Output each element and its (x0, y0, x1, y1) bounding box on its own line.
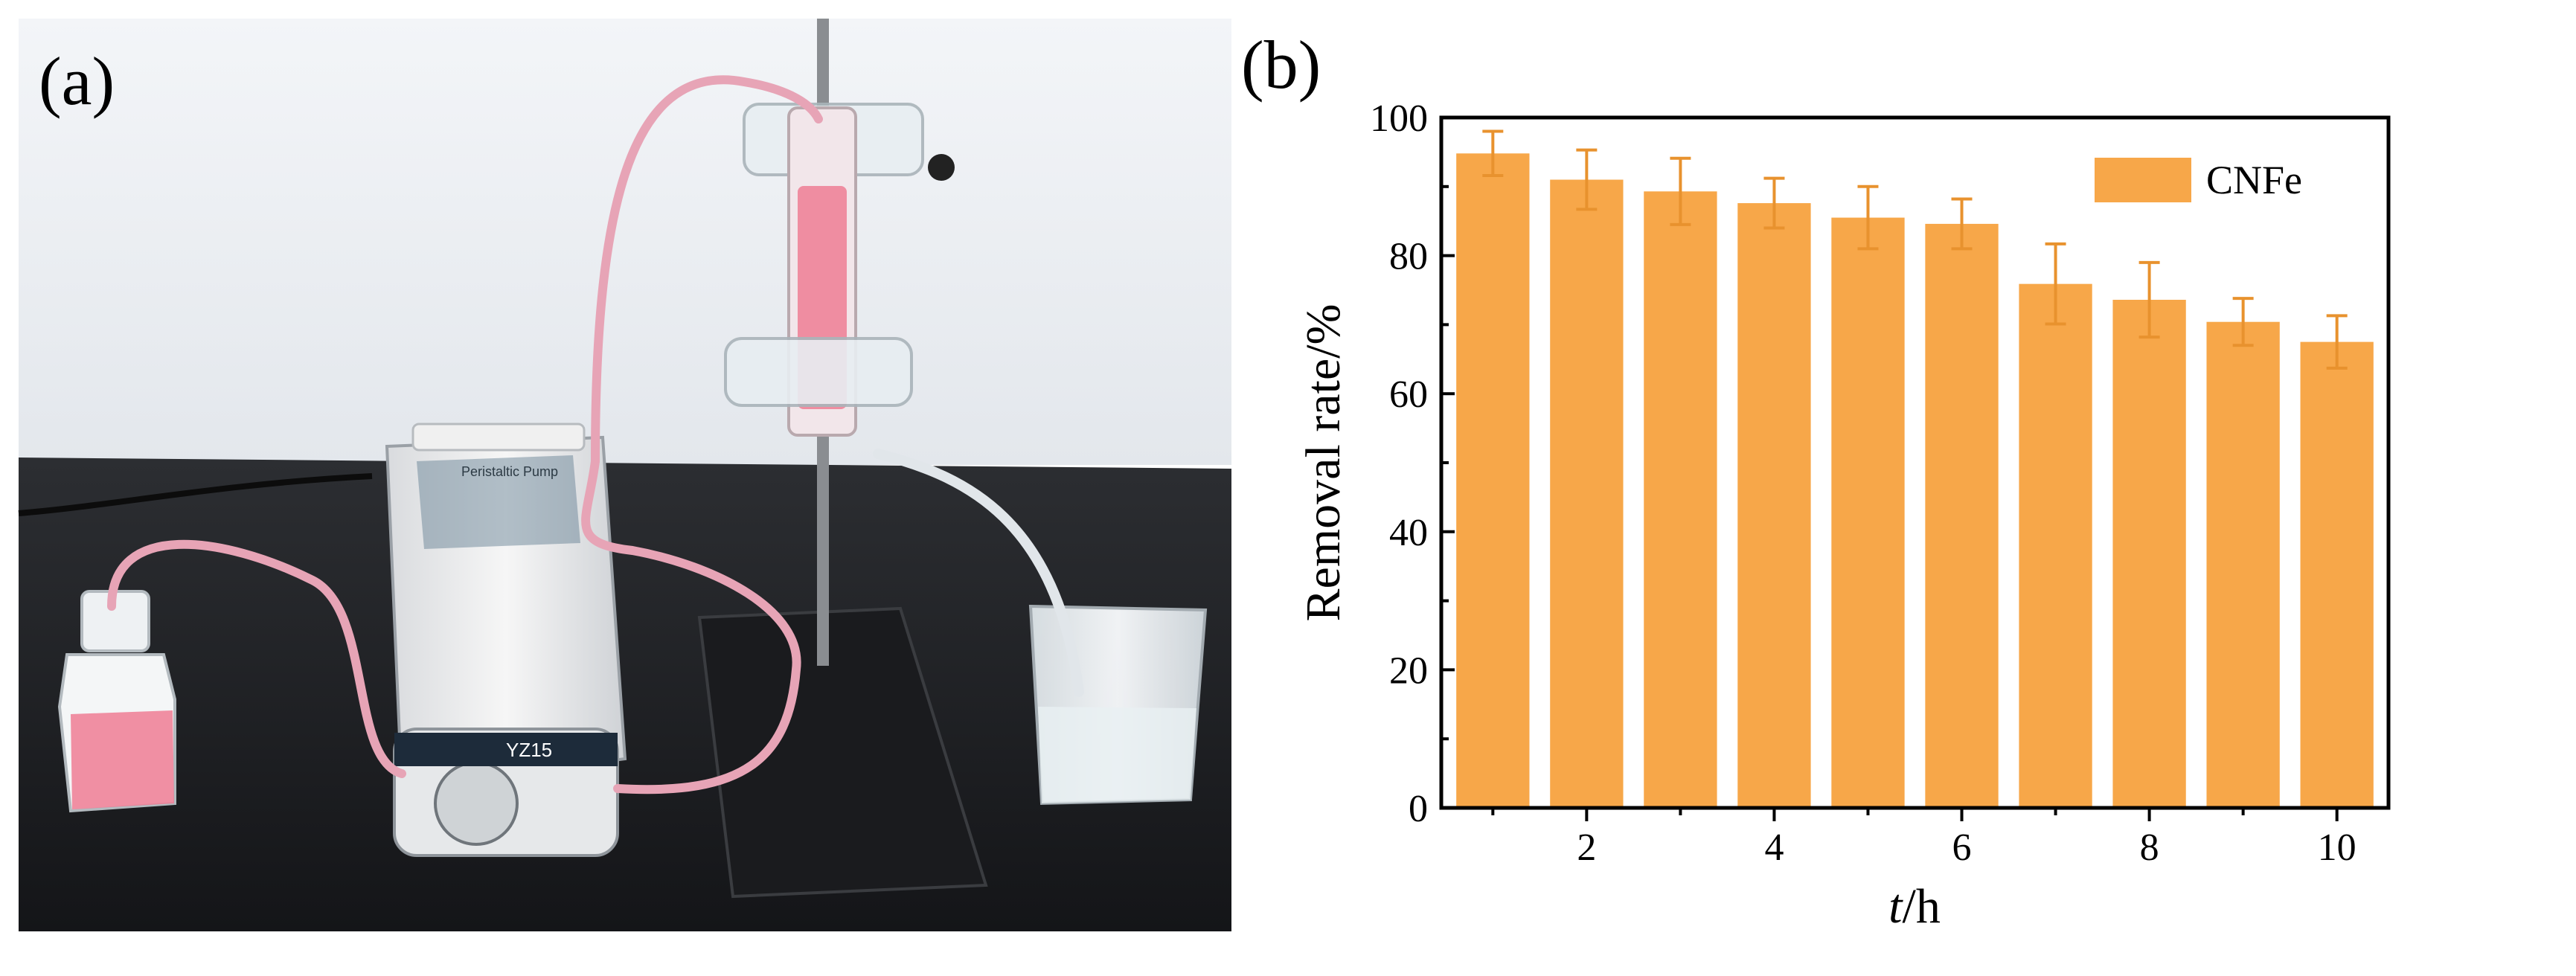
error-bar-9 (2232, 297, 2254, 347)
bar-2 (1550, 179, 1624, 808)
error-bar-8 (2138, 260, 2160, 339)
panel-b-label: (b) (1241, 27, 1321, 103)
panel-a-label: (a) (39, 43, 115, 119)
panel-a-photo: YZ15 Peristaltic Pump (a) (18, 19, 1231, 931)
bar-9 (2206, 321, 2280, 808)
legend-swatch-cnfe (2095, 158, 2191, 202)
bar-8 (2112, 299, 2186, 808)
peristaltic-pump: YZ15 Peristaltic Pump (385, 423, 627, 857)
bar-3 (1644, 191, 1717, 808)
bar-4 (1737, 203, 1811, 808)
stand-base (697, 606, 988, 899)
error-bar-7 (2045, 242, 2066, 326)
error-bar-1 (1482, 129, 1504, 177)
bar-10 (2300, 341, 2374, 809)
x-axis-title: t/h (1888, 879, 1941, 934)
error-bar-5 (1857, 184, 1879, 251)
column-lower-clamp (724, 337, 913, 407)
legend-label-cnfe: CNFe (2206, 158, 2302, 202)
power-cable (18, 473, 373, 516)
bar-1 (1456, 153, 1530, 809)
pink-tubing (107, 75, 823, 794)
outlet-tubing (873, 449, 1084, 697)
source-bottle (57, 590, 176, 813)
photo-wall (19, 19, 1231, 465)
x-axis-title-italic: t (1888, 879, 1903, 934)
error-bar-3 (1670, 156, 1691, 226)
x-tick-label-8: 8 (2140, 826, 2159, 869)
error-bar-6 (1951, 197, 1973, 251)
y-tick-label-80: 80 (1389, 236, 1428, 278)
bar-6 (1925, 223, 1999, 808)
legend: CNFe (2095, 158, 2302, 202)
y-tick-label-60: 60 (1389, 373, 1428, 416)
x-tick-label-6: 6 (1952, 826, 1972, 869)
error-bar-4 (1763, 176, 1785, 230)
x-axis-title-unit: /h (1903, 879, 1941, 934)
error-bar-10 (2326, 314, 2348, 370)
plot-frame (1439, 115, 2391, 810)
x-tick-label-4: 4 (1764, 826, 1784, 869)
x-tick-label-10: 10 (2318, 826, 2356, 869)
panel-b-chart: (b) 0 20 40 60 80 100 2 4 6 8 10 CNFe Removal rate… (1241, 27, 2391, 934)
bar-7 (2019, 283, 2092, 808)
bar-5 (1831, 217, 1905, 808)
y-tick-label-0: 0 (1409, 788, 1428, 830)
collection-beaker (1028, 604, 1208, 806)
pump-label: YZ15 (506, 739, 552, 761)
pump-panel-text: Peristaltic Pump (461, 464, 558, 479)
y-axis-title: Removal rate/% (1296, 304, 1351, 621)
error-bar-2 (1576, 148, 1598, 211)
y-tick-label-100: 100 (1370, 97, 1428, 140)
y-tick-label-40: 40 (1389, 512, 1428, 554)
y-tick-label-20: 20 (1389, 649, 1428, 692)
x-tick-label-2: 2 (1577, 826, 1596, 869)
plot-area: 0 20 40 60 80 100 2 4 6 8 10 (1370, 97, 2374, 869)
